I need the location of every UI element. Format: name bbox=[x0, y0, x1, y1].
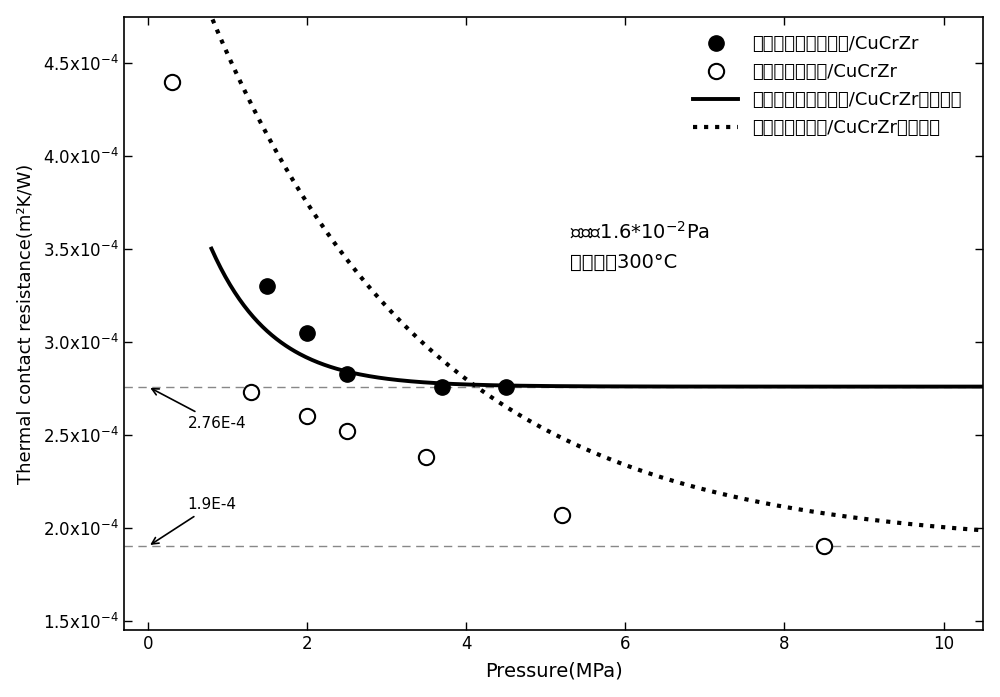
Text: 真空度1.6*10$^{-2}$Pa
炉内温度300°C: 真空度1.6*10$^{-2}$Pa 炉内温度300°C bbox=[570, 221, 710, 273]
Y-axis label: Thermal contact resistance(m²K/W): Thermal contact resistance(m²K/W) bbox=[17, 163, 35, 484]
Legend: 山西煤化所掘杂石墨/CuCrZr, 德国阿泰克石墨/CuCrZr, 山西煤化所掘杂石墨/CuCrZr拟合曲线, 德国阿泰克石墨/CuCrZr拟合曲线: 山西煤化所掘杂石墨/CuCrZr, 德国阿泰克石墨/CuCrZr, 山西煤化所掘… bbox=[686, 28, 969, 144]
X-axis label: Pressure(MPa): Pressure(MPa) bbox=[485, 661, 622, 680]
Text: 1.9E-4: 1.9E-4 bbox=[152, 497, 237, 544]
Text: 2.76E-4: 2.76E-4 bbox=[152, 389, 246, 431]
